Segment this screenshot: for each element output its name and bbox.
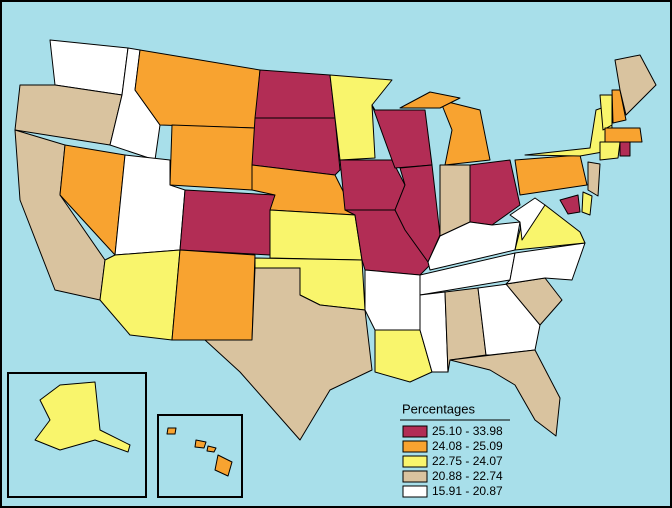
legend-label: 20.88 - 22.74 bbox=[432, 469, 503, 483]
legend-label: 25.10 - 33.98 bbox=[432, 424, 503, 438]
state bbox=[206, 445, 217, 453]
state bbox=[329, 74, 393, 161]
state bbox=[269, 209, 363, 261]
state bbox=[581, 191, 593, 216]
state bbox=[194, 439, 207, 449]
state bbox=[34, 381, 131, 453]
state bbox=[619, 141, 631, 157]
legend-swatch bbox=[402, 425, 428, 438]
state bbox=[214, 454, 233, 477]
state bbox=[371, 104, 433, 169]
state bbox=[419, 291, 449, 373]
states bbox=[14, 39, 657, 441]
legend-label: 24.08 - 25.09 bbox=[432, 439, 503, 453]
state bbox=[469, 159, 521, 226]
state bbox=[427, 221, 521, 271]
state bbox=[599, 141, 621, 161]
state bbox=[166, 427, 177, 435]
state bbox=[399, 91, 461, 109]
state bbox=[505, 242, 586, 285]
alaska-inset bbox=[7, 372, 147, 498]
state bbox=[439, 99, 491, 166]
state bbox=[204, 267, 373, 441]
state bbox=[171, 249, 256, 341]
state bbox=[587, 161, 601, 197]
state bbox=[599, 94, 613, 131]
state bbox=[514, 154, 588, 196]
legend-label: 22.75 - 24.07 bbox=[432, 454, 503, 468]
legend-swatch bbox=[402, 440, 428, 453]
state bbox=[449, 349, 561, 437]
state bbox=[509, 197, 546, 241]
legend-swatch bbox=[402, 485, 428, 498]
hawaii-inset bbox=[157, 414, 243, 498]
state bbox=[169, 124, 256, 191]
state bbox=[559, 194, 581, 215]
state bbox=[604, 127, 643, 143]
state bbox=[179, 189, 276, 256]
state bbox=[614, 54, 657, 116]
state bbox=[374, 329, 433, 383]
state bbox=[394, 164, 441, 263]
state bbox=[254, 69, 336, 119]
state bbox=[364, 269, 421, 331]
state bbox=[251, 117, 341, 176]
legend-swatch bbox=[402, 455, 428, 468]
legend-label: 15.91 - 20.87 bbox=[432, 484, 503, 498]
state bbox=[611, 89, 627, 124]
legend-swatch bbox=[402, 470, 428, 483]
legend-title: Percentages bbox=[402, 401, 475, 416]
